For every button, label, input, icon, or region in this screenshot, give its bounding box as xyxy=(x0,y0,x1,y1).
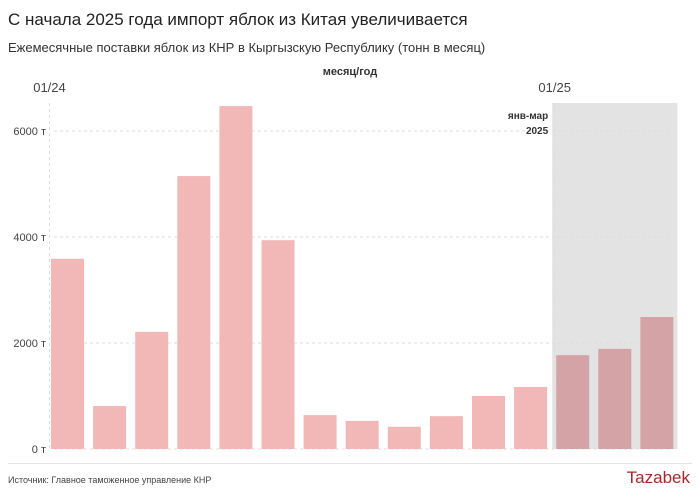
footer-divider xyxy=(8,463,692,464)
bar-01-24 xyxy=(51,258,84,449)
bar-07-24 xyxy=(303,415,337,449)
chart-title: С начала 2025 года импорт яблок из Китая… xyxy=(8,10,468,29)
chart-subtitle: Ежемесячные поставки яблок из КНР в Кырг… xyxy=(8,40,486,55)
bar-10-24 xyxy=(429,416,463,449)
x-axis-title: месяц/год xyxy=(322,66,378,78)
y-tick-label: 4000 т xyxy=(13,232,46,244)
bar-03-25 xyxy=(640,317,674,449)
bar-06-24 xyxy=(261,240,295,449)
tazabek-logo: Tazabek xyxy=(626,468,690,487)
bar-01-25 xyxy=(556,355,590,449)
bar-05-24 xyxy=(219,106,253,449)
bar-03-24 xyxy=(135,331,169,449)
bar-11-24 xyxy=(472,396,505,449)
bar-08-24 xyxy=(345,420,379,449)
x-tick-label: 01/24 xyxy=(33,80,66,95)
x-tick-label: 01/25 xyxy=(538,80,571,95)
bar-02-25 xyxy=(598,348,632,449)
y-tick-label: 2000 т xyxy=(13,338,46,350)
bar-09-24 xyxy=(387,426,421,449)
source-note: Источник: Главное таможенное управление … xyxy=(8,475,212,485)
bar-02-24 xyxy=(93,406,127,449)
highlight-label: 2025 xyxy=(526,126,549,137)
highlight-label: янв-мар xyxy=(508,111,548,122)
y-tick-label: 6000 т xyxy=(13,126,46,138)
bar-12-24 xyxy=(514,386,548,449)
bar-04-24 xyxy=(177,176,211,450)
y-tick-label: 0 т xyxy=(32,444,46,456)
